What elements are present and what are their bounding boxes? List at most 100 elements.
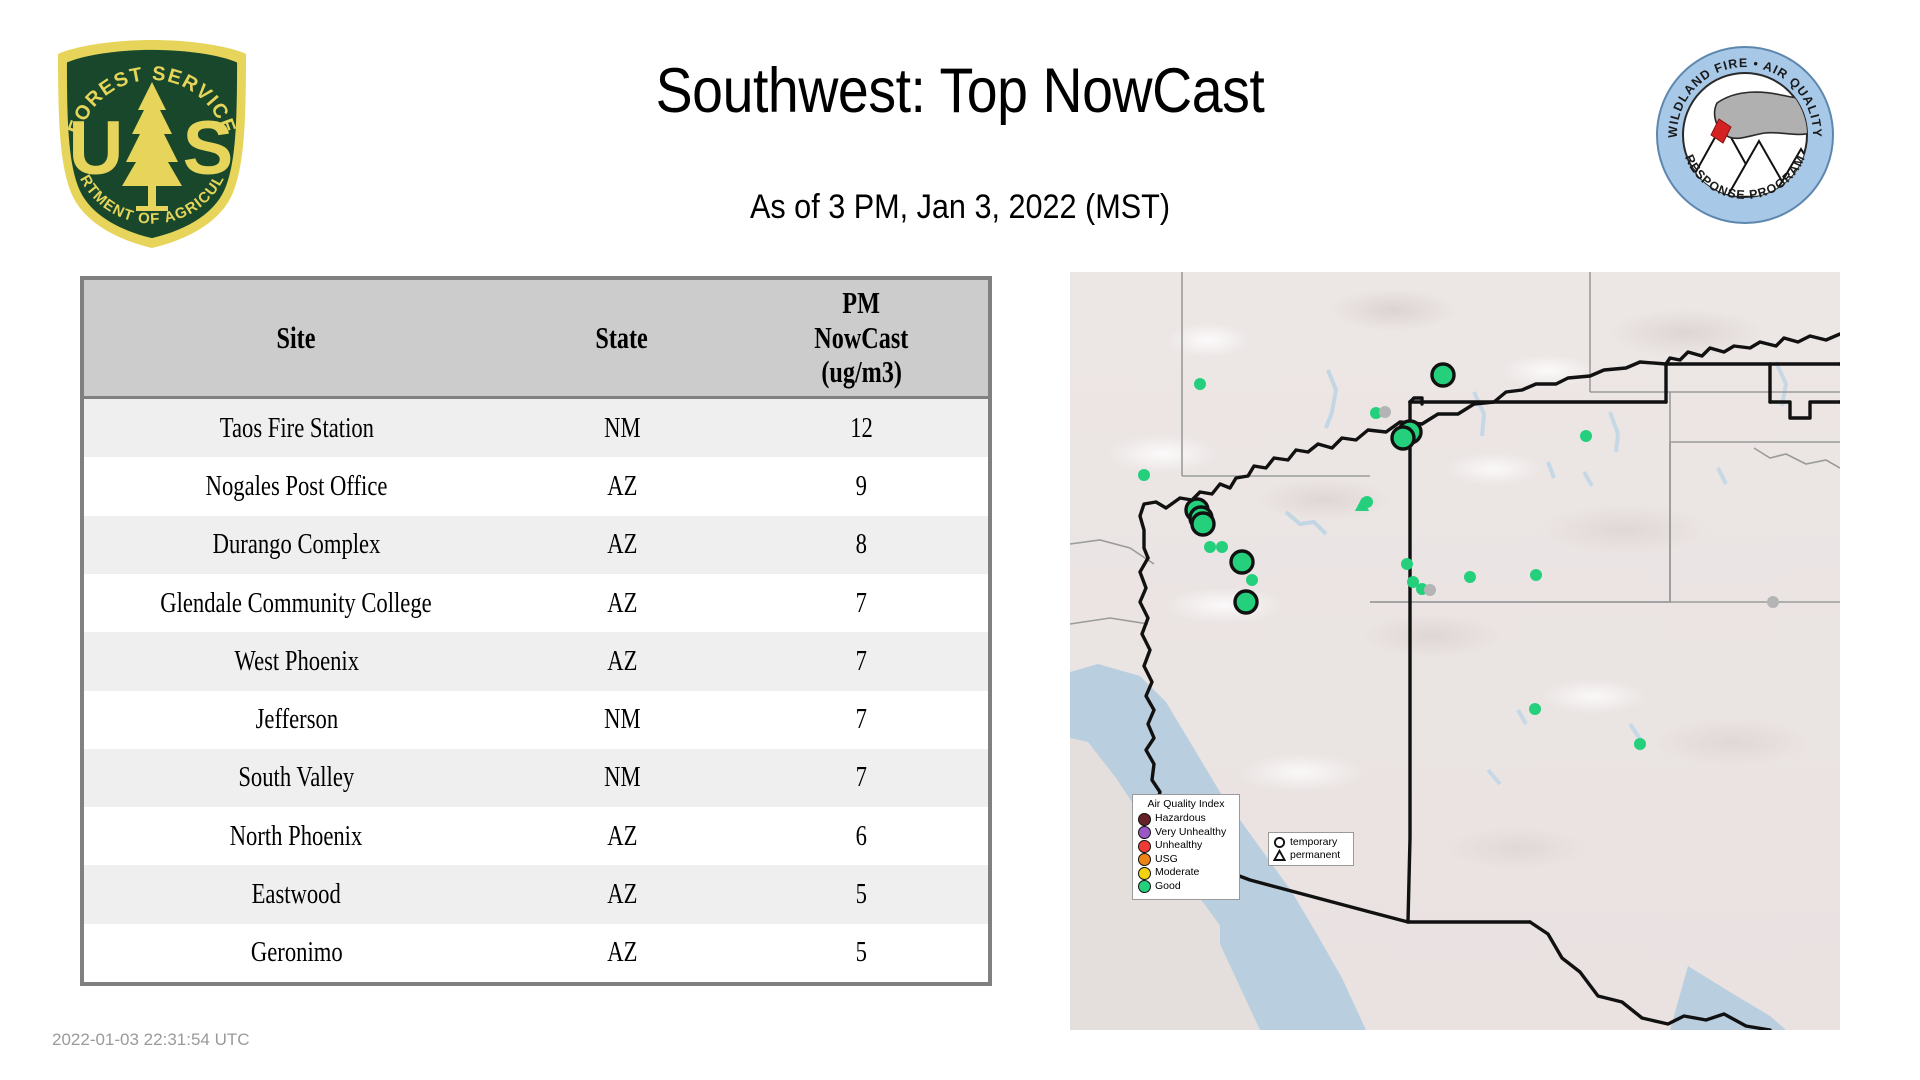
cell-site: West Phoenix	[234, 644, 359, 677]
page-title: Southwest: Top NowCast	[655, 56, 1265, 126]
map-marker[interactable]	[1379, 406, 1391, 418]
map-marker[interactable]	[1354, 497, 1370, 512]
map-marker[interactable]	[1138, 469, 1150, 481]
aqi-legend: Air Quality Index Hazardous Very Unhealt…	[1132, 794, 1240, 900]
cell-pm-nowcast: 7	[855, 703, 868, 736]
nowcast-table: Site State PM NowCast (ug/m3) Taos Fire …	[80, 276, 992, 986]
cell-state: AZ	[606, 586, 637, 619]
column-header-state-label: State	[595, 319, 649, 355]
map-marker[interactable]	[1216, 541, 1228, 553]
cell-pm-nowcast: 7	[855, 586, 868, 619]
map-marker[interactable]	[1580, 430, 1592, 442]
table-row: West Phoenix AZ 7	[84, 632, 988, 691]
column-header-site-label: Site	[276, 319, 316, 355]
aqi-legend-item-usg: USG	[1138, 852, 1234, 867]
border-extras	[1664, 332, 1840, 404]
flame-marker	[1710, 118, 1732, 144]
cell-state: AZ	[606, 936, 637, 969]
cell-site: Jefferson	[255, 703, 338, 736]
map-marker[interactable]	[1194, 378, 1206, 390]
secondary-boundaries	[1070, 272, 1840, 625]
aqi-label-unhealthy: Unhealthy	[1155, 839, 1203, 852]
cell-site: Durango Complex	[212, 528, 381, 561]
map-marker[interactable]	[1767, 596, 1779, 608]
cell-site: Nogales Post Office	[205, 470, 388, 503]
column-header-pm-line2: NowCast	[814, 319, 909, 355]
map-marker[interactable]	[1401, 558, 1413, 570]
aqi-legend-title: Air Quality Index	[1147, 798, 1225, 810]
map-marker[interactable]	[1246, 574, 1258, 586]
cell-site: Geronimo	[250, 936, 343, 969]
cell-site: Eastwood	[251, 878, 342, 911]
column-header-pm-line1: PM	[842, 285, 881, 320]
aqi-label-good: Good	[1155, 879, 1181, 892]
table-row: South Valley NM 7	[84, 748, 988, 808]
column-header-pm-nowcast: PM NowCast (ug/m3)	[734, 280, 988, 400]
nm-interior-boundary	[1370, 442, 1671, 603]
aqi-label-usg: USG	[1155, 852, 1178, 865]
map-marker[interactable]	[1407, 576, 1419, 588]
monitor-type-legend: temporary permanent	[1268, 832, 1354, 866]
aqi-legend-item-hazardous: Hazardous	[1138, 813, 1234, 826]
aqi-legend-item-very-unhealthy: Very Unhealthy	[1138, 825, 1234, 840]
aqi-label-moderate: Moderate	[1155, 866, 1200, 879]
column-header-state: State	[508, 280, 735, 400]
legend-item-temporary: temporary	[1273, 836, 1349, 849]
map-marker[interactable]	[1464, 571, 1476, 583]
table-row: Durango Complex AZ 8	[84, 515, 988, 574]
footer-timestamp: 2022-01-03 22:31:54 UTC	[52, 1030, 250, 1049]
map-marker[interactable]	[1529, 703, 1541, 715]
table-row: Geronimo AZ 5	[84, 923, 988, 982]
cell-pm-nowcast: 7	[855, 761, 868, 794]
map-marker[interactable]	[1424, 584, 1436, 596]
cell-pm-nowcast: 6	[855, 819, 868, 852]
pine-tree-icon	[122, 82, 182, 211]
water-bodies	[1070, 361, 1789, 1030]
cell-pm-nowcast: 12	[850, 411, 873, 444]
map-marker[interactable]	[1430, 362, 1456, 388]
cell-pm-nowcast: 7	[855, 644, 868, 677]
page-subtitle: As of 3 PM, Jan 3, 2022 (MST)	[749, 188, 1171, 226]
cell-pm-nowcast: 8	[855, 528, 868, 561]
table-header-row: Site State PM NowCast (ug/m3)	[84, 280, 988, 400]
table-header: Site State PM NowCast (ug/m3)	[84, 280, 988, 400]
cell-state: AZ	[606, 819, 637, 852]
cell-site: South Valley	[238, 761, 355, 794]
cell-pm-nowcast: 5	[855, 878, 868, 911]
aqi-swatch-unhealthy	[1138, 839, 1151, 853]
cell-state: AZ	[606, 878, 637, 911]
aqi-legend-item-moderate: Moderate	[1138, 867, 1234, 880]
column-header-site: Site	[84, 280, 509, 400]
aqi-label-hazardous: Hazardous	[1155, 812, 1206, 825]
us-forest-service-logo: FOREST SERVICE U S DEPARTMENT OF AGRICUL…	[42, 21, 256, 252]
map-marker[interactable]	[1233, 589, 1259, 615]
map-marker[interactable]	[1229, 549, 1255, 575]
aqi-legend-item-good: Good	[1138, 879, 1234, 894]
cell-state: NM	[603, 411, 641, 444]
cell-site: North Phoenix	[230, 819, 363, 852]
aqi-label-very-unhealthy: Very Unhealthy	[1155, 825, 1227, 838]
air-quality-map[interactable]: Air Quality Index Hazardous Very Unhealt…	[1070, 272, 1840, 1030]
map-marker[interactable]	[1634, 738, 1646, 750]
map-marker[interactable]	[1370, 407, 1382, 419]
table-row: Jefferson NM 7	[84, 690, 988, 749]
table-row: Eastwood AZ 5	[84, 865, 988, 924]
map-vector-layer	[1070, 272, 1840, 1030]
map-marker[interactable]	[1390, 425, 1416, 451]
cell-pm-nowcast: 5	[855, 936, 868, 969]
map-marker[interactable]	[1204, 541, 1216, 553]
table-row: Taos Fire Station NM 12	[84, 397, 988, 458]
map-marker[interactable]	[1530, 569, 1542, 581]
table-row: Glendale Community College AZ 7	[84, 574, 988, 633]
wildland-fire-air-quality-logo: WILDLAND FIRE • AIR QUALITY RESPONSE PRO…	[1655, 45, 1835, 225]
cell-site: Taos Fire Station	[219, 411, 374, 444]
legend-label-temporary: temporary	[1290, 835, 1338, 848]
map-marker[interactable]	[1190, 511, 1216, 537]
cell-pm-nowcast: 9	[855, 470, 868, 503]
column-header-pm-line3: (ug/m3)	[821, 354, 902, 390]
legend-label-permanent: permanent	[1290, 848, 1341, 861]
triangle-icon	[1273, 849, 1286, 861]
circle-icon	[1273, 836, 1286, 849]
cell-site: Glendale Community College	[160, 586, 433, 619]
aqi-legend-item-unhealthy: Unhealthy	[1138, 840, 1234, 853]
